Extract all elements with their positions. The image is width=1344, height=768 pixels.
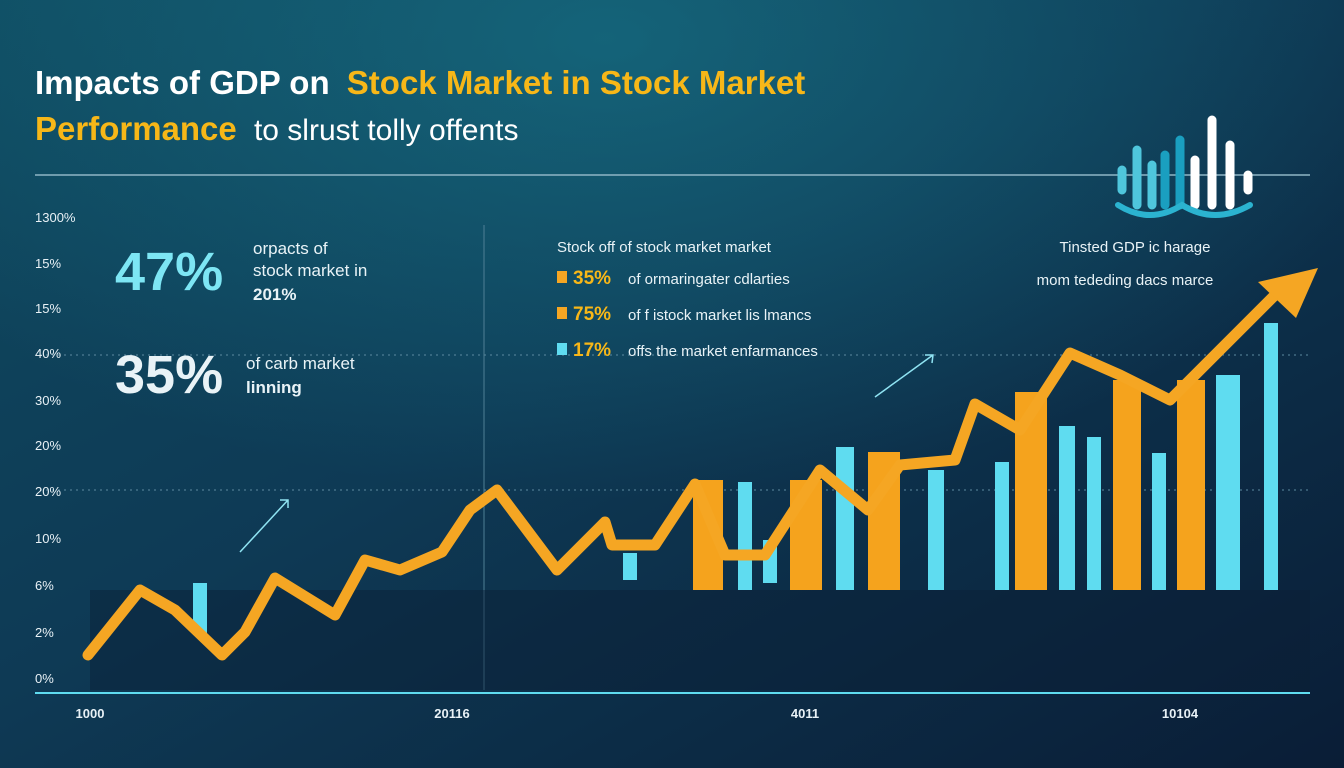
x-axis-label: 20116 [434,706,469,721]
x-axis-labels: 1000 20116 4011 10104 [76,706,1199,721]
trend-line [82,289,1281,661]
bar [738,482,752,590]
trend-arrowhead [1258,268,1318,318]
title-line-2: Performance to slrust tolly offents [35,110,519,147]
y-axis-label: 10% [35,531,61,546]
legend-swatch [557,307,567,319]
legend-heading: Stock off of stock market market [557,239,772,256]
legend: 35% of ormaringater cdlarties 75% of f isto… [557,268,818,361]
stat-text: stock market in [253,261,367,280]
bar [928,470,944,590]
title-yellow: Stock Market in Stock Market [347,64,806,101]
legend-value: 75% [573,304,611,325]
bar [1177,380,1205,590]
stat-text: linning [246,378,302,397]
small-arrows [239,354,934,553]
annotation: Tinsted GDP ic harage [1060,239,1211,256]
stat-value: 35% [115,345,223,405]
y-axis-label: 0% [35,671,54,686]
bar [836,447,854,590]
bar [1152,453,1166,590]
legend-value: 17% [573,340,611,361]
small-arrow [239,499,289,553]
legend-swatch [557,343,567,355]
legend-value: 35% [573,268,611,289]
bars [193,323,1278,635]
y-axis-label: 1300% [35,210,76,225]
x-axis-label: 4011 [791,706,819,721]
x-axis-label: 10104 [1162,706,1199,721]
stat-value: 47% [115,242,223,302]
stat-text: of carb market [246,354,355,373]
y-axis-labels: 1300% 15% 15% 40% 30% 20% 20% 10% 6% 2% 0% [35,210,76,686]
bar [1216,375,1240,590]
logo-icon [1115,115,1253,218]
bar [1087,437,1101,590]
bar [623,553,637,580]
annotation: mom tededing dacs marce [1037,272,1214,289]
bar [1264,323,1278,590]
bar [1059,426,1075,590]
base-shade [90,590,1310,690]
y-axis-label: 6% [35,578,54,593]
x-axis-label: 1000 [76,706,105,721]
stat-text: 201% [253,285,296,304]
y-axis-label: 20% [35,484,61,499]
title-white-2: to slrust tolly offents [254,114,519,147]
title-white: Impacts of GDP on [35,64,330,101]
y-axis-label: 15% [35,301,61,316]
legend-text: of f istock market lis lmancs [628,307,811,324]
bar [1113,380,1141,590]
y-axis-label: 30% [35,393,61,408]
bar [995,462,1009,590]
legend-text: of ormaringater cdlarties [628,271,790,288]
y-axis-label: 40% [35,346,61,361]
title-yellow-2: Performance [35,110,237,147]
legend-swatch [557,271,567,283]
small-arrow [874,354,934,398]
y-axis-label: 15% [35,256,61,271]
bar [193,583,207,635]
legend-text: offs the market enfarmances [628,343,818,360]
y-axis-label: 20% [35,438,61,453]
title-line-1: Impacts of GDP on Stock Market in Stock … [35,64,805,101]
y-axis-label: 2% [35,625,54,640]
stat-text: orpacts of [253,239,328,258]
